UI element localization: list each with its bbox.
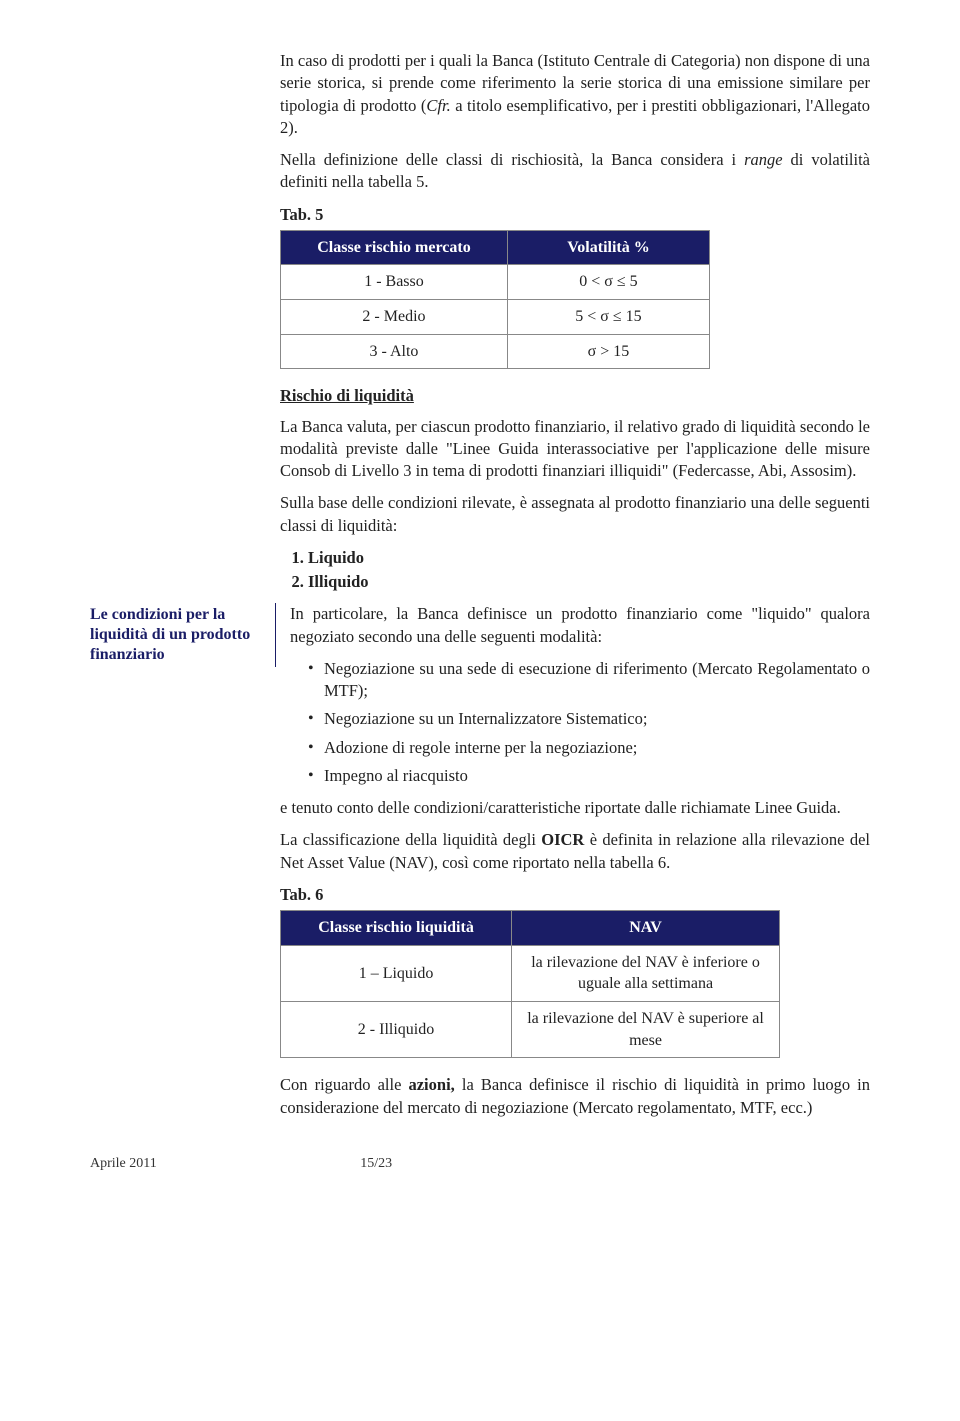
table-5: Classe rischio mercato Volatilità % 1 - … xyxy=(280,230,710,369)
sidenote: Le condizioni per la liquidità di un pro… xyxy=(90,603,276,667)
paragraph-2: Nella definizione delle classi di rischi… xyxy=(280,149,870,194)
paragraph-8: Con riguardo alle azioni, la Banca defin… xyxy=(280,1074,870,1119)
list-item: Adozione di regole interne per la negozi… xyxy=(308,737,870,759)
paragraph-4: Sulla base delle condizioni rilevate, è … xyxy=(280,492,870,537)
tab5-h1: Volatilità % xyxy=(507,230,709,265)
two-column-block: Le condizioni per la liquidità di un pro… xyxy=(90,603,870,797)
footer: Aprile 2011 15/23 xyxy=(90,1155,870,1174)
tab5-r2c1: σ > 15 xyxy=(507,334,709,369)
bullet-list: Negoziazione su una sede di esecuzione d… xyxy=(290,658,870,787)
table-row: 2 - Illiquido la rilevazione del NAV è s… xyxy=(281,1002,780,1058)
para7-a: La classificazione della liquidità degli xyxy=(280,830,541,849)
table-6: Classe rischio liquidità NAV 1 – Liquido… xyxy=(280,910,780,1058)
para7-bold: OICR xyxy=(541,830,584,849)
after-block: e tenuto conto delle condizioni/caratter… xyxy=(280,797,870,1119)
tab6-r0c1: la rilevazione del NAV è inferiore o ugu… xyxy=(512,945,780,1001)
paragraph-3: La Banca valuta, per ciascun prodotto fi… xyxy=(280,416,870,483)
list-item: Liquido xyxy=(308,547,870,569)
tab5-r0c0: 1 - Basso xyxy=(281,265,508,300)
intro-block: In caso di prodotti per i quali la Banca… xyxy=(280,50,870,593)
para2-italic: range xyxy=(744,150,783,169)
tab6-label: Tab. 6 xyxy=(280,884,870,906)
tab6-r0c0: 1 – Liquido xyxy=(281,945,512,1001)
tab5-r1c1: 5 < σ ≤ 15 xyxy=(507,300,709,335)
table-row: Classe rischio mercato Volatilità % xyxy=(281,230,710,265)
para8-bold: azioni, xyxy=(408,1075,454,1094)
paragraph-1: In caso di prodotti per i quali la Banca… xyxy=(280,50,870,139)
tab6-h1: NAV xyxy=(512,911,780,946)
tab5-h0: Classe rischio mercato xyxy=(281,230,508,265)
tab5-r0c1: 0 < σ ≤ 5 xyxy=(507,265,709,300)
tab6-r1c0: 2 - Illiquido xyxy=(281,1002,512,1058)
table-row: 3 - Alto σ > 15 xyxy=(281,334,710,369)
tab6-r1c1: la rilevazione del NAV è superiore al me… xyxy=(512,1002,780,1058)
table-row: Classe rischio liquidità NAV xyxy=(281,911,780,946)
tab5-label: Tab. 5 xyxy=(280,204,870,226)
paragraph-7: La classificazione della liquidità degli… xyxy=(280,829,870,874)
paragraph-5: In particolare, la Banca definisce un pr… xyxy=(290,603,870,648)
table-row: 1 - Basso 0 < σ ≤ 5 xyxy=(281,265,710,300)
footer-page: 15/23 xyxy=(360,1155,392,1174)
paragraph-6: e tenuto conto delle condizioni/caratter… xyxy=(280,797,870,819)
list-item: Negoziazione su una sede di esecuzione d… xyxy=(308,658,870,703)
main-column: In particolare, la Banca definisce un pr… xyxy=(290,603,870,797)
section-title: Rischio di liquidità xyxy=(280,385,870,407)
footer-date: Aprile 2011 xyxy=(90,1155,157,1174)
para8-a: Con riguardo alle xyxy=(280,1075,408,1094)
table-row: 2 - Medio 5 < σ ≤ 15 xyxy=(281,300,710,335)
table-row: 1 – Liquido la rilevazione del NAV è inf… xyxy=(281,945,780,1001)
para2-a: Nella definizione delle classi di rischi… xyxy=(280,150,744,169)
tab5-r1c0: 2 - Medio xyxy=(281,300,508,335)
list-item: Impegno al riacquisto xyxy=(308,765,870,787)
page: In caso di prodotti per i quali la Banca… xyxy=(0,0,960,1214)
para1-italic: Cfr. xyxy=(426,96,450,115)
numbered-list: Liquido Illiquido xyxy=(280,547,870,594)
list-item: Illiquido xyxy=(308,571,870,593)
tab5-r2c0: 3 - Alto xyxy=(281,334,508,369)
list-item: Negoziazione su un Internalizzatore Sist… xyxy=(308,708,870,730)
tab6-h0: Classe rischio liquidità xyxy=(281,911,512,946)
